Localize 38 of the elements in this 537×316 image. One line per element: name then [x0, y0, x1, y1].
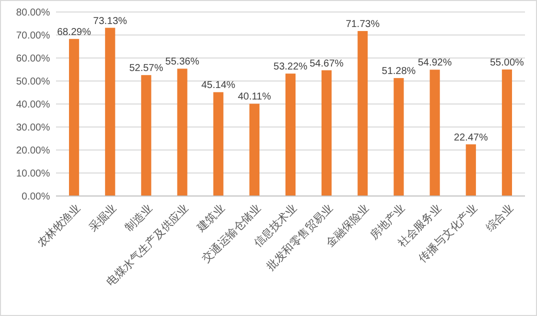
data-label: 22.47%	[454, 132, 488, 144]
bar	[394, 78, 404, 196]
y-tick-label: 10.00%	[16, 168, 50, 180]
bar	[430, 70, 440, 196]
bar	[285, 74, 296, 196]
x-tick-label: 综合业	[483, 202, 516, 234]
x-tick-label: 农林牧渔业	[34, 202, 83, 250]
bar	[249, 104, 260, 196]
y-tick-label: 20.00%	[16, 146, 50, 156]
data-label: 40.11%	[238, 92, 272, 103]
bar	[141, 75, 152, 196]
y-tick-label: 0.00%	[22, 192, 50, 202]
data-label: 68.29%	[57, 26, 92, 38]
x-tick-label: 采掘业	[86, 202, 119, 234]
y-tick-label: 30.00%	[16, 122, 50, 134]
data-label: 55.00%	[490, 58, 524, 68]
data-label: 54.67%	[310, 58, 344, 70]
data-label: 51.28%	[382, 66, 416, 78]
y-tick-label: 80.00%	[16, 8, 50, 18]
data-label: 71.73%	[346, 19, 380, 30]
data-label: 73.13%	[93, 16, 128, 27]
y-tick-label: 60.00%	[16, 54, 50, 64]
data-label: 55.36%	[165, 56, 200, 68]
bar	[68, 38, 80, 196]
y-tick-label: 40.00%	[16, 100, 50, 110]
y-tick-label: 50.00%	[16, 76, 50, 88]
bar	[105, 28, 116, 196]
bar	[177, 68, 188, 196]
bar	[466, 144, 476, 196]
data-label: 45.14%	[201, 80, 236, 92]
data-label: 54.92%	[418, 58, 452, 69]
bar	[213, 92, 224, 196]
bar	[322, 70, 332, 196]
data-label: 52.57%	[129, 63, 164, 74]
bar	[502, 70, 512, 196]
y-tick-label: 70.00%	[16, 30, 50, 42]
data-label: 53.22%	[274, 62, 308, 73]
bar	[358, 31, 368, 196]
